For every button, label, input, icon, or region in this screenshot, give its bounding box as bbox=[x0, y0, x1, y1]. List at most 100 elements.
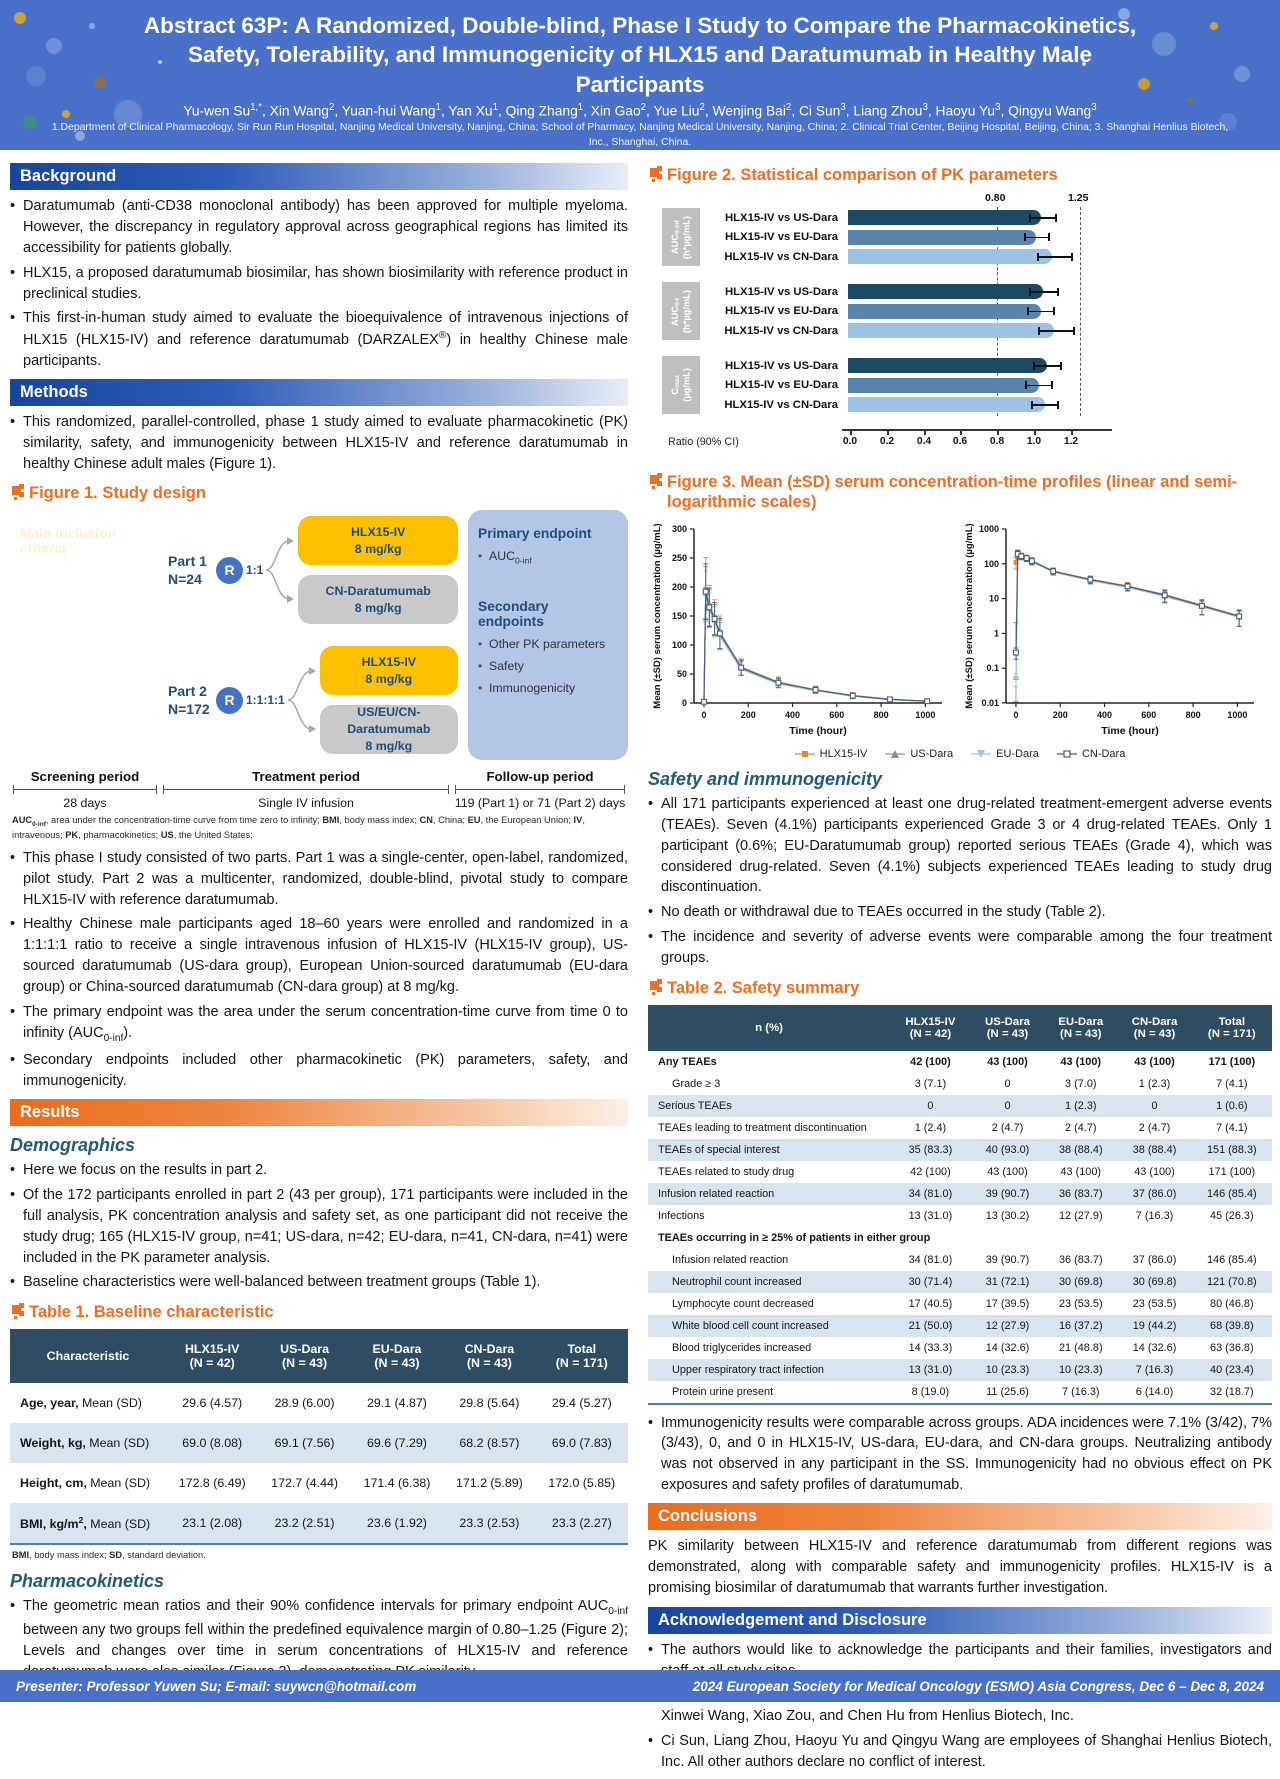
cell-value: 32 (18.7) bbox=[1210, 1385, 1254, 1398]
section-heading-methods: Methods bbox=[10, 378, 628, 406]
randomization-node: R 1:1 bbox=[216, 556, 263, 584]
cell-value: 23.6 (1.92) bbox=[350, 1502, 444, 1544]
row-label: Blood triglycerides increased bbox=[672, 1341, 812, 1354]
endpoint-item: • Safety bbox=[478, 658, 524, 673]
cell-value: 35 (83.3) bbox=[890, 1138, 971, 1161]
bullet-text: Here we focus on the results in part 2. bbox=[23, 1162, 268, 1179]
svg-text:400: 400 bbox=[1097, 710, 1112, 720]
column-header: CN-Dara (N = 43) bbox=[443, 1328, 536, 1383]
svg-text:1000: 1000 bbox=[979, 524, 999, 534]
column-header: US-Dara (N = 43) bbox=[258, 1328, 351, 1383]
bullet-item: • No death or withdrawal due to TEAEs occ… bbox=[648, 902, 1272, 923]
cell-value: 23.2 (2.51) bbox=[258, 1502, 351, 1544]
cell-value: 28.9 (6.00) bbox=[274, 1395, 335, 1410]
svg-text:10: 10 bbox=[989, 593, 999, 603]
treatment-arms: HLX15-IV 8 mg/kg CN-Daratumumab 8 mg/kg bbox=[298, 516, 458, 625]
svg-text:150: 150 bbox=[672, 611, 687, 621]
inclusion-item: • BMI: 18.5–28 kg/m2 bbox=[20, 654, 140, 671]
x-tick bbox=[997, 430, 999, 435]
bullet-dot: • bbox=[10, 849, 16, 866]
ci-cap bbox=[1057, 400, 1059, 409]
x-tick bbox=[960, 430, 962, 435]
bullet-dot: • bbox=[10, 1003, 16, 1020]
cell-value: 172.0 (5.85) bbox=[548, 1475, 616, 1490]
ci-line bbox=[1038, 256, 1072, 258]
svg-text:800: 800 bbox=[1186, 710, 1201, 720]
cell-value: 37 (86.0) bbox=[1117, 1182, 1192, 1205]
figure2-title-text: Figure 2. Statistical comparison of PK p… bbox=[667, 166, 1058, 184]
bullet-dot: • bbox=[10, 310, 16, 327]
comparison-label: HLX15-IV vs US-Dara bbox=[724, 359, 838, 372]
svg-text:100: 100 bbox=[984, 559, 999, 569]
cell-value: 42 (100) bbox=[910, 1165, 951, 1178]
svg-text:250: 250 bbox=[672, 553, 687, 563]
cell-value: 0 bbox=[970, 1094, 1045, 1117]
comparison-label: HLX15-IV vs CN-Dara bbox=[724, 324, 838, 337]
table-row: Blood triglycerides increased 14 (33.3) 14… bbox=[648, 1337, 1272, 1359]
cell-value: 3 (7.0) bbox=[1065, 1077, 1097, 1090]
cell-value: 172.7 (4.44) bbox=[271, 1475, 338, 1490]
comparison-row: HLX15-IV vs US-Dara bbox=[706, 357, 1272, 374]
ci-cap bbox=[1057, 287, 1059, 296]
ci-cap bbox=[1038, 326, 1040, 335]
figure1-footnote: AUC0-inf, area under the concentration-t… bbox=[12, 815, 585, 841]
randomization-arms: Part 1 N=24 R 1:1 HLX15-IV 8 mg/kg CN-Daratumu… bbox=[168, 510, 458, 760]
cell-value: 40 (23.4) bbox=[1191, 1358, 1272, 1381]
cell-value: 171.4 (6.38) bbox=[363, 1475, 431, 1490]
bullet-item: • This first-in-human study aimed to eval… bbox=[10, 308, 628, 371]
svg-text:300: 300 bbox=[672, 524, 687, 534]
cell-value: 29.4 (5.27) bbox=[551, 1395, 612, 1410]
table-row: Neutrophil count increased 30 (71.4) 31 (7… bbox=[648, 1270, 1272, 1293]
cell-value: 43 (100) bbox=[987, 1055, 1028, 1068]
conference-info: 2024 European Society for Medical Oncolo… bbox=[692, 1678, 1264, 1694]
table-row: Lymphocyte count decreased 17 (40.5) 17 (3… bbox=[648, 1293, 1272, 1315]
study-timeline: Screening period 28 days Treatment period S… bbox=[10, 769, 628, 810]
x-axis: 0.0 0.2 0.4 0.6 0.8 1.0 1.2 Ratio (90% CI) bbox=[662, 428, 1272, 463]
section-heading-results: Results bbox=[10, 1099, 628, 1127]
bar-area bbox=[848, 249, 1110, 265]
cell-value: 12 (27.9) bbox=[970, 1314, 1045, 1337]
svg-text:0: 0 bbox=[1013, 710, 1018, 720]
bullet-item: • All 171 participants experienced at lea… bbox=[648, 794, 1272, 898]
svg-text:0: 0 bbox=[682, 698, 687, 708]
secondary-endpoint-items: • Other PK parameters • Safety • Immunogenici… bbox=[478, 637, 618, 697]
comparison-label: HLX15-IV vs CN-Dara bbox=[724, 398, 838, 411]
bullet-dot: • bbox=[478, 658, 483, 673]
bullet-text: Of the 172 participants enrolled in part… bbox=[23, 1186, 628, 1266]
treatment-arm-box: US/EU/CN-Daratumumab 8 mg/kg bbox=[319, 705, 458, 755]
table1-title-text: Table 1. Baseline characteristic bbox=[29, 1303, 274, 1322]
bullet-dot: • bbox=[10, 916, 16, 933]
cell-value: 13 (31.0) bbox=[908, 1209, 953, 1222]
cell-value: 68 (39.8) bbox=[1191, 1314, 1272, 1337]
comparison-label: HLX15-IV vs EU-Dara bbox=[724, 305, 838, 318]
ci-line bbox=[1028, 310, 1054, 313]
baseline-characteristics-table: Characteristic HLX15-IV (N = 42) US-Dara (… bbox=[10, 1328, 628, 1545]
cell-value: 38 (88.4) bbox=[1044, 1138, 1118, 1161]
timeline-label: Treatment period bbox=[252, 769, 360, 785]
row-label: Grade ≥ 3 bbox=[672, 1077, 721, 1090]
inclusion-item: • Healthy Chinese male bbox=[20, 566, 122, 596]
table-row: White blood cell count increased 21 (50.0… bbox=[648, 1314, 1272, 1337]
legend-item: US-Dara bbox=[885, 748, 953, 760]
row-label: Neutrophil count increased bbox=[648, 1270, 890, 1293]
table-row: TEAEs of special interest 35 (83.3) 40 (93… bbox=[648, 1138, 1272, 1161]
timeline-bracket bbox=[455, 785, 625, 795]
bullet-text: Baseline characteristics were well-balan… bbox=[23, 1274, 541, 1291]
row-label: TEAEs related to study drug bbox=[658, 1165, 795, 1178]
column-header: Total (N = 171) bbox=[1191, 1004, 1272, 1051]
ci-cap bbox=[1037, 252, 1039, 261]
gmr-bar bbox=[848, 303, 1041, 319]
randomization-part: Part 2 N=172 R 1:1:1:1 HLX15-IV 8 mg/kg US/EU/… bbox=[168, 640, 458, 760]
cell-value: 0 bbox=[1117, 1094, 1192, 1117]
table-row: Upper respiratory tract infection 13 (31.… bbox=[648, 1358, 1272, 1381]
table-row: Height, cm, Mean (SD) 172.8 (6.49) 172.7 (… bbox=[10, 1463, 628, 1503]
cell-value: 30 (71.4) bbox=[890, 1270, 971, 1293]
bullet-item: • Of the 172 participants enrolled in par… bbox=[10, 1185, 628, 1269]
cell-value: 7 (4.1) bbox=[1216, 1121, 1248, 1134]
table-row: Weight, kg, Mean (SD) 69.0 (8.08) 69.1 (7.… bbox=[10, 1422, 628, 1463]
section-heading-acknowledgement: Acknowledgement and Disclosure bbox=[648, 1606, 1272, 1634]
bullet-item: • HLX15, a proposed daratumumab biosimila… bbox=[10, 263, 628, 305]
cell-value: 43 (100) bbox=[1060, 1165, 1102, 1178]
endpoint-item: • AUC0-inf bbox=[478, 549, 532, 566]
cell-value: 43 (100) bbox=[1060, 1055, 1102, 1068]
